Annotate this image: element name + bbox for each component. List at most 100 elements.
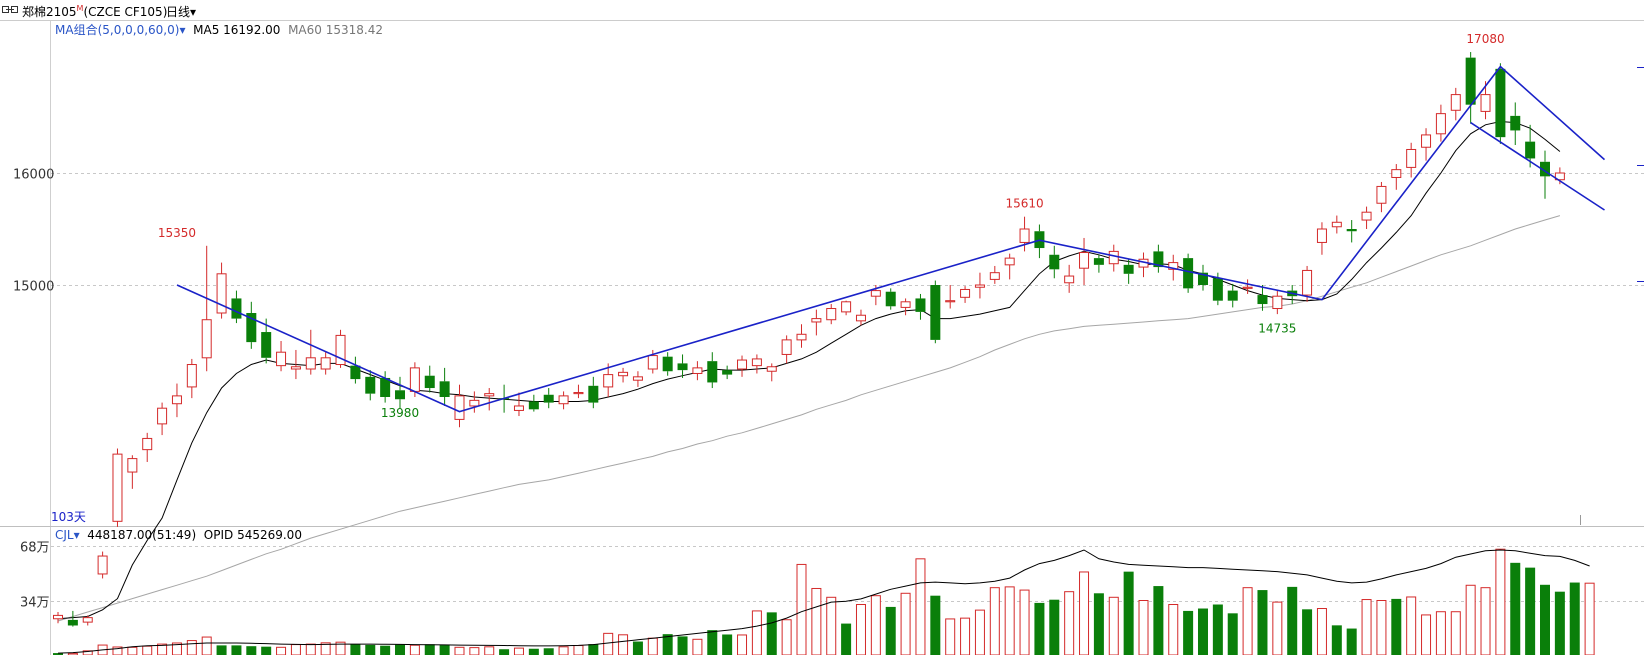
volume-bar [276,646,287,655]
candle-body [1554,172,1565,181]
candle-body [484,393,495,397]
candle-body [662,356,673,372]
volume-tick-label: 68万 [20,541,50,556]
candle [246,301,257,349]
candle-body [320,357,331,370]
candle [320,352,331,375]
volume-bar [1361,599,1372,655]
candle [1525,124,1536,168]
volume-bar [231,645,242,655]
candle-body [1421,134,1432,148]
volume-bar [424,644,435,655]
volume-bar [127,646,138,655]
period-selector[interactable]: 日线▾ [166,5,197,19]
candle-body [1093,258,1104,265]
volume-bar [811,587,822,655]
candle [1554,167,1565,185]
candle-body [1346,229,1357,232]
ma-group-selector[interactable]: MA组合(5,0,0,0,60,0)▾ [55,23,186,37]
volume-bar [1331,625,1342,655]
volume-bar [142,645,153,655]
volume-bar [380,645,391,655]
price-legend: MA组合(5,0,0,0,60,0)▾ MA5 16192.00 MA60 15… [55,21,383,38]
candle-body [439,381,450,397]
candle [766,363,777,382]
candle [573,384,584,399]
volume-legend: CJL▾ 448187.00(51:49) OPID 545269.00 [55,528,302,542]
volume-bar [112,646,123,655]
opid-label: OPID [203,528,234,542]
volume-bar [1510,562,1521,655]
volume-bar [588,644,599,655]
candle-body [603,374,614,388]
volume-bar [1287,586,1298,655]
volume-bar [1197,608,1208,655]
volume-tick-label: 34万 [20,596,50,611]
candle [1406,142,1417,178]
candle-body [290,366,301,370]
symbol-code: (CZCE CF105) [83,5,168,19]
candle-body [841,301,852,313]
volume-bar [499,649,510,655]
symbol-main-badge: M [76,4,84,13]
candle [1212,272,1223,306]
candle [1495,63,1506,144]
candle-body [1138,258,1149,268]
candle-body [1391,169,1402,178]
candle [127,455,138,489]
candle [751,354,762,374]
candle [290,349,301,380]
candle [1540,150,1550,199]
candle-body [424,375,435,389]
volume-bar [1168,604,1179,655]
volume-bar [722,634,733,655]
volume-bar [1242,587,1253,655]
volume-bar [1153,586,1164,655]
candle-body [870,290,881,297]
volume-bar [1049,599,1060,655]
candle [855,309,866,326]
candle [112,448,123,527]
candle [737,355,748,377]
volume-bar [395,644,406,655]
volume-bar [841,623,852,655]
candle [811,309,822,336]
volume-bar [855,604,866,655]
volume-bar [409,644,420,655]
candle [1421,128,1432,161]
symbol-title[interactable]: 郑棉2105M(CZCE CF105) [22,4,168,19]
candle [513,392,524,417]
candle [722,365,733,380]
volume-bar [216,645,227,655]
cjl-indicator-selector[interactable]: CJL▾ [55,528,80,542]
volume-bar [1540,584,1550,655]
volume-bar [186,640,197,655]
volume-bar [350,644,361,655]
volume-bar [618,634,629,655]
candle-body [1212,278,1223,301]
candle-body [1287,290,1298,297]
candle-body [305,357,316,370]
candle [67,610,78,627]
candle [1376,181,1387,213]
volume-bar [751,610,762,655]
candle-body [573,392,584,395]
chevron-down-icon: ▾ [73,528,80,542]
candle-body [722,370,733,375]
span-days-label: 103天 [51,510,86,524]
candle-body [380,377,391,397]
candle-body [1480,94,1491,112]
toolbar: 郑棉2105M(CZCE CF105) 日线▾ [0,0,1644,21]
candle-body [1316,228,1327,243]
volume-bar [261,646,272,655]
link-icon[interactable] [2,5,18,14]
ma5-value: 16192.00 [223,23,281,37]
candle [781,335,792,364]
volume-bar [960,617,971,655]
volume-bar [766,612,777,655]
extreme-price-label: 15350 [158,226,196,240]
candle-body [915,298,926,312]
candle [82,615,93,626]
volume-bar [781,619,792,655]
